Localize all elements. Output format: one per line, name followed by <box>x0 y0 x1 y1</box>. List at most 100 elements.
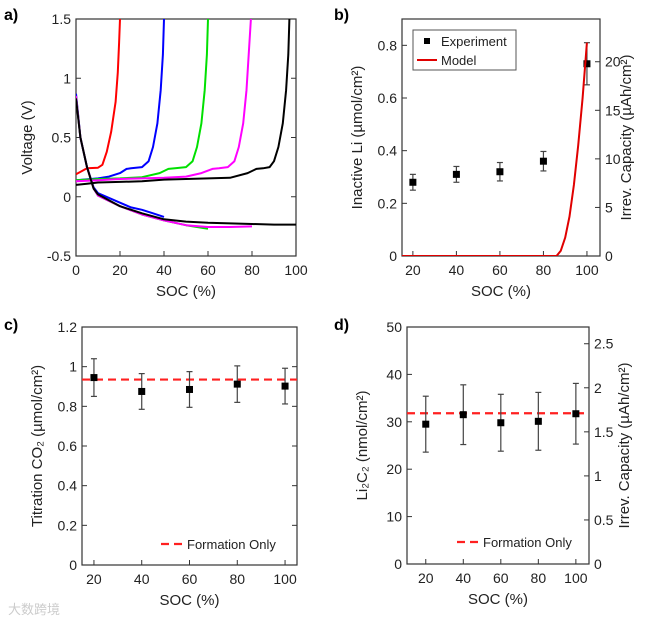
y-tick-label: -0.5 <box>47 248 71 264</box>
y-tick-label: 0.4 <box>58 478 78 494</box>
legend-label: Formation Only <box>483 535 572 550</box>
plot-frame <box>406 326 590 565</box>
marker <box>281 382 289 390</box>
data-point <box>452 165 460 183</box>
data-point <box>281 367 289 405</box>
y-axis-label: Inactive Li (µmol/cm²) <box>349 66 366 210</box>
x-tick-label: 100 <box>273 571 297 587</box>
x-axis-label: SOC (%) <box>160 592 220 609</box>
y-axis-label: Titration CO₂ (µmol/cm²) <box>29 365 46 527</box>
marker <box>233 380 241 388</box>
x-tick-label: 60 <box>493 570 509 586</box>
x-tick-label: 100 <box>564 570 588 586</box>
x-tick-label: 60 <box>492 262 508 278</box>
marker <box>496 168 504 176</box>
x-tick-label: 0 <box>72 262 80 278</box>
series-line-80-lithiation <box>76 19 252 183</box>
x-tick-label: 60 <box>200 262 216 278</box>
panel-c: c) 20 40 60 80 100 0 0.2 0.4 0.6 0.8 1 1.2 SOC (%) Tit… <box>4 317 298 609</box>
y2-tick-label: 0 <box>605 248 613 264</box>
y-axis-label: Voltage (V) <box>19 100 36 174</box>
y2-tick-label: 10 <box>605 151 621 167</box>
data-point <box>539 150 547 172</box>
data-point <box>409 173 417 191</box>
x-tick-label: 40 <box>449 262 465 278</box>
marker <box>90 374 98 382</box>
legend-label: Model <box>441 53 477 68</box>
legend-label: Experiment <box>441 34 507 49</box>
y-tick-label: 0 <box>389 248 397 264</box>
y2-tick-label: 5 <box>605 199 613 215</box>
y-tick-label: 0.6 <box>378 90 398 106</box>
x-axis-label: SOC (%) <box>156 283 216 300</box>
x-tick-label: 80 <box>229 571 245 587</box>
x-tick-label: 80 <box>531 570 547 586</box>
y-tick-label: 0.2 <box>378 195 398 211</box>
y2-tick-label: 2.5 <box>594 336 614 352</box>
y-tick-label: 0.6 <box>58 438 78 454</box>
data-point <box>138 373 146 410</box>
legend: Formation Only <box>161 537 276 552</box>
series-line-80-discharge <box>76 95 253 228</box>
legend: Experiment Model <box>412 29 517 71</box>
panel-b: b) 20 40 60 80 100 0 0.2 0.4 0.6 0.8 0 5 10 15 20 SOC (%… <box>334 7 635 300</box>
data-point <box>233 365 241 403</box>
x-tick-label: 20 <box>112 262 128 278</box>
data-point <box>186 371 193 408</box>
marker <box>572 410 580 418</box>
watermark: 大数跨境 <box>8 602 60 617</box>
y-tick-label: 0 <box>63 189 71 205</box>
marker <box>452 170 460 178</box>
y-axis-label: Li₂C₂ (nmol/cm²) <box>354 391 371 501</box>
marker <box>583 60 591 68</box>
y-tick-label: 50 <box>386 319 402 335</box>
marker <box>409 178 417 186</box>
series-line-20-lithiation <box>76 19 121 176</box>
x-axis-label: SOC (%) <box>468 591 528 608</box>
y2-tick-label: 20 <box>605 54 621 70</box>
panel-d: d) 20 40 60 80 100 0 10 20 30 40 50 0 0.5 1 1.5 2 2.5 SOC … <box>334 317 633 608</box>
x-axis-label: SOC (%) <box>471 283 531 300</box>
data-point <box>422 395 430 453</box>
x-tick-label: 80 <box>536 262 552 278</box>
x-tick-label: 40 <box>134 571 150 587</box>
y-tick-label: 30 <box>386 414 402 430</box>
marker <box>497 419 505 427</box>
legend-box <box>412 29 517 71</box>
y2-tick-label: 1.5 <box>594 424 614 440</box>
x-tick-label: 20 <box>418 570 434 586</box>
data-point <box>459 384 467 446</box>
y2-tick-label: 0.5 <box>594 512 614 528</box>
marker <box>186 385 193 393</box>
data-point <box>497 393 505 452</box>
y-tick-label: 1.2 <box>58 319 78 335</box>
y-tick-label: 10 <box>386 509 402 525</box>
y-tick-label: 20 <box>386 461 402 477</box>
y2-axis-label: Irrev. Capacity (µAh/cm²) <box>616 363 633 529</box>
panel-label: c) <box>4 317 18 334</box>
y-tick-label: 0 <box>394 556 402 572</box>
y-tick-label: 0.8 <box>58 398 78 414</box>
legend-marker <box>424 38 430 44</box>
x-tick-label: 20 <box>405 262 421 278</box>
marker <box>534 417 542 425</box>
plot-frame <box>81 326 298 566</box>
y-tick-label: 0.4 <box>378 143 398 159</box>
data-point <box>572 382 580 445</box>
y2-tick-label: 1 <box>594 468 602 484</box>
x-tick-label: 20 <box>86 571 102 587</box>
marker <box>539 157 547 165</box>
y-tick-label: 0.8 <box>378 37 398 53</box>
series-line-100-discharge <box>76 98 296 226</box>
y2-axis-label: Irrev. Capacity (µAh/cm²) <box>618 55 635 221</box>
series-line-model <box>402 42 588 256</box>
y-tick-label: 40 <box>386 366 402 382</box>
series-line-100-lithiation <box>76 19 291 186</box>
y2-tick-label: 0 <box>594 556 602 572</box>
series-line-60-lithiation <box>76 19 209 182</box>
legend: Formation Only <box>457 535 572 550</box>
x-tick-label: 100 <box>284 262 308 278</box>
y-tick-label: 1.5 <box>52 11 72 27</box>
x-tick-label: 40 <box>455 570 471 586</box>
